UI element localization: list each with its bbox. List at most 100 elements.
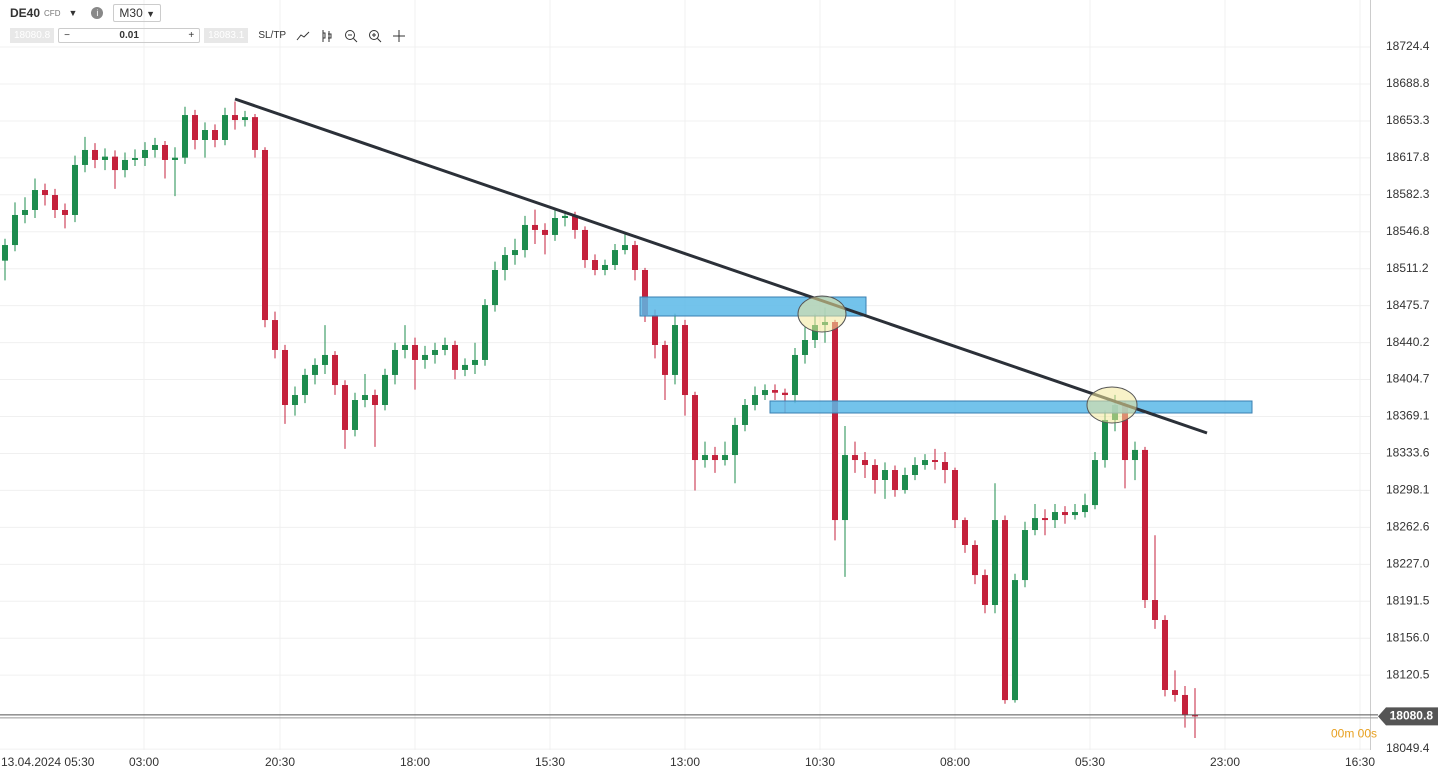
highlight [797,295,847,333]
candle-body [22,209,28,215]
price-tag-label: 18080.8 [1390,709,1434,723]
candle-body [272,320,278,350]
candle-body [1132,449,1138,461]
candle-body [392,349,398,375]
candle-body [512,250,518,256]
timeframe-select[interactable]: M30 ▼ [113,4,162,22]
candle-body [772,390,778,393]
candle-body [592,260,598,271]
candle-body [102,156,108,160]
candle-body [412,344,418,360]
y-tick-label: 18120.5 [1386,667,1430,681]
candle-body [1092,460,1098,506]
candle-body [952,470,958,521]
minus[interactable]: − [64,30,70,41]
candle-body [872,465,878,480]
x-tick-label: 13:00 [670,755,700,769]
x-tick-label: 03:00 [129,755,159,769]
volume[interactable]: 0.01 [119,30,139,41]
y-tick-label: 18688.8 [1386,76,1430,90]
candle-body [682,325,688,396]
candle-body [42,190,48,196]
candle-body [532,224,538,230]
candle-body [322,354,328,365]
candle-tool[interactable] [320,29,334,43]
candle-body [2,245,8,261]
candle-body [572,215,578,230]
sell-price[interactable]: 18080.8 [10,28,55,43]
info-button[interactable]: i [91,7,104,19]
plus[interactable]: + [188,30,195,41]
y-tick-label: 18440.2 [1386,335,1430,349]
candle-body [1032,518,1038,531]
candle-body [612,250,618,266]
candle-body [142,149,148,158]
candles [2,101,1198,739]
candle-body [1002,520,1008,701]
candle-body [312,364,318,375]
sltp-button[interactable]: SL/TP [258,30,287,41]
candle-body [1062,512,1068,516]
candle-body [782,392,788,396]
grid [0,0,1370,750]
y-tick-label: 18475.7 [1386,298,1430,312]
candle-body [282,349,288,406]
candle-body [1102,419,1108,461]
x-tick-label: 13.04.2024 05:30 [1,755,95,769]
toolbar-row: DE40 CFD ▼ i M30 ▼ [10,4,162,22]
candle-body [1182,694,1188,716]
candle-body [642,270,648,316]
candle-body [562,215,568,219]
candle-body [162,144,168,160]
candle-body [292,395,298,406]
pan-tool[interactable] [392,29,406,43]
y-tick-label: 18653.3 [1386,113,1430,127]
highlight [1086,386,1138,424]
y-tick-label: 18546.8 [1386,224,1430,238]
symbol-dropdown[interactable]: ▼ [68,8,78,18]
candle-body [522,224,528,251]
candle-body [1052,512,1058,521]
candle-body [372,395,378,406]
countdown: 00m 00s [1331,727,1377,741]
candle-body [52,195,58,210]
candle-body [542,229,548,235]
candle-body [662,344,668,375]
candle-body [182,115,188,158]
candle-body [1022,530,1028,581]
candle-body [92,149,98,160]
x-tick-label: 18:00 [400,755,430,769]
trade-row: 18080.8 − 0.01 + 18083.1 SL/TP [10,28,406,43]
candle-body [492,270,498,306]
x-tick-label: 20:30 [265,755,295,769]
candle-body [862,460,868,466]
candle-body [932,460,938,463]
buy-price[interactable]: 18083.1 [204,28,249,43]
candle-body [72,164,78,215]
y-tick-label: 18404.7 [1386,372,1430,386]
candle-body [62,209,68,215]
candle-body [452,344,458,370]
zoom-out[interactable] [344,29,358,43]
candle-body [1122,405,1128,461]
candle-body [552,218,558,235]
candle-body [332,354,338,386]
candle-body [922,460,928,466]
symbol[interactable]: DE40 [10,6,41,20]
candle-body [842,455,848,521]
candle-body [262,149,268,321]
zoom-in[interactable] [368,29,382,43]
candle-body [472,359,478,365]
candle-body [992,520,998,606]
line-tool[interactable] [296,29,310,43]
candle-body [362,395,368,401]
candle-body [912,465,918,476]
y-tick-label: 18369.1 [1386,409,1430,423]
candle-body [462,364,468,370]
volume-input[interactable]: − 0.01 + [58,28,201,43]
y-tick-label: 18582.3 [1386,187,1430,201]
candle-body [352,400,358,430]
